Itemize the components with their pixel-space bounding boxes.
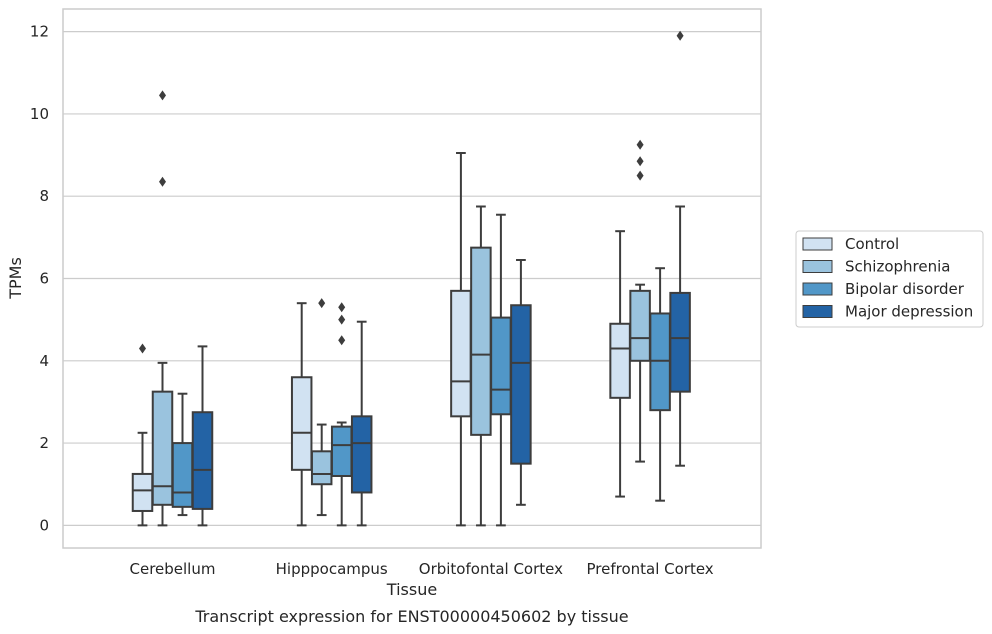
y-axis-ticks: 0 2 4 6 8 10 12 [30, 23, 49, 535]
box-iqr [649, 312, 671, 412]
x-tick-label: Cerebellum [130, 560, 216, 578]
box-iqr [450, 289, 472, 418]
legend-swatch [802, 305, 833, 318]
legend-swatch [802, 260, 833, 273]
y-tick-label: 4 [39, 352, 49, 370]
box-iqr [290, 376, 313, 471]
outlier-point [139, 343, 146, 354]
legend: Control Schizophrenia Bipolar disorder Majo… [795, 230, 984, 328]
box-schizophrenia-hipppocampus [310, 298, 333, 517]
x-axis-ticks: Cerebellum Hipppocampus Orbitofontal Corte… [130, 560, 714, 578]
y-axis-label: TPMs [6, 257, 25, 300]
box-iqr [470, 246, 492, 436]
legend-label: Bipolar disorder [845, 280, 965, 298]
legend-swatch [802, 237, 833, 251]
box-iqr [330, 425, 353, 477]
legend-label: Schizophrenia [845, 258, 950, 276]
box-schizophrenia-cerebellum [151, 90, 174, 527]
y-tick-label: 8 [39, 187, 49, 205]
box-bipolar-disorder-hipppocampus [330, 302, 353, 527]
y-tick-label: 0 [39, 516, 49, 534]
outlier-point [159, 176, 166, 187]
box-iqr [350, 415, 373, 494]
box-schizophrenia-orbitofontal-cortex [470, 205, 492, 527]
legend-label: Control [845, 235, 899, 253]
outlier-point [676, 30, 684, 41]
box-control-prefrontal-cortex [609, 230, 631, 498]
x-axis-label: Tissue [386, 580, 437, 599]
box-bipolar-disorder-prefrontal-cortex [649, 267, 671, 502]
plot-area-frame [62, 8, 762, 549]
box-major-depression-cerebellum [191, 345, 214, 527]
box-schizophrenia-prefrontal-cortex [629, 139, 651, 463]
legend-swatch [802, 282, 833, 296]
outlier-point [338, 314, 346, 325]
x-tick-label: Prefrontal Cortex [586, 560, 713, 578]
box-major-depression-orbitofontal-cortex [510, 258, 532, 506]
x-tick-label: Orbitofontal Cortex [419, 560, 563, 578]
box-iqr [151, 390, 174, 506]
outlier-point [338, 335, 346, 346]
box-major-depression-prefrontal-cortex [669, 30, 691, 467]
outlier-point [338, 302, 346, 313]
box-bipolar-disorder-cerebellum [171, 392, 194, 517]
outlier-point [636, 170, 644, 181]
y-tick-label: 2 [39, 434, 49, 452]
box-control-cerebellum [131, 343, 154, 527]
legend-label: Major depression [845, 303, 973, 321]
outlier-point [636, 139, 644, 150]
box-iqr [171, 442, 194, 508]
box-major-depression-hipppocampus [350, 320, 373, 527]
box-control-hipppocampus [290, 302, 313, 527]
outlier-point [636, 156, 644, 167]
legend-frame [795, 230, 984, 328]
box-iqr [510, 304, 532, 465]
box-iqr [609, 322, 631, 399]
box-iqr [191, 411, 214, 510]
boxes [131, 30, 691, 527]
y-tick-label: 12 [30, 23, 49, 41]
box-bipolar-disorder-orbitofontal-cortex [490, 213, 512, 527]
outlier-point [159, 90, 166, 101]
box-control-orbitofontal-cortex [450, 152, 472, 527]
outlier-point [318, 298, 326, 309]
box-iqr [629, 289, 651, 362]
box-iqr [310, 450, 333, 486]
y-tick-label: 10 [30, 105, 49, 123]
x-tick-label: Hipppocampus [276, 560, 388, 578]
chart-caption: Transcript expression for ENST0000045060… [194, 607, 628, 626]
box-iqr [669, 291, 691, 393]
y-tick-label: 6 [39, 270, 49, 288]
box-iqr [490, 316, 512, 416]
box-iqr [131, 472, 154, 512]
